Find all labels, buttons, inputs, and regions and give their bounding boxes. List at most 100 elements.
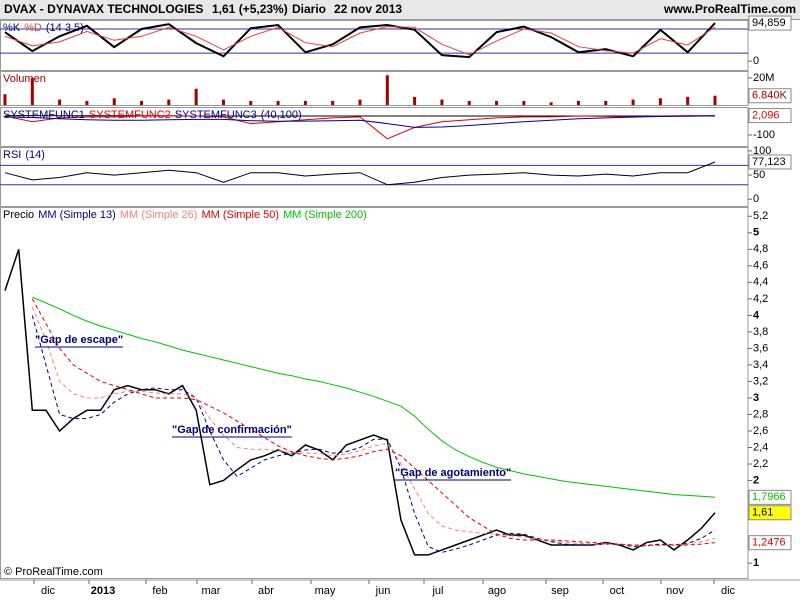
volume-bar (140, 100, 144, 105)
last-value-box (748, 108, 792, 124)
period: Diario (292, 2, 327, 16)
last-value-label: 94,859 (752, 17, 786, 29)
site: www.ProRealTime.com (664, 2, 797, 16)
y-tick-label: 2,6 (753, 425, 768, 437)
y-tick-label: 2,8 (753, 408, 768, 420)
volume-bar (413, 96, 417, 105)
legend-entry: RSI (3, 149, 22, 161)
x-tick-label: jul (431, 585, 443, 597)
x-tick-label: mar (202, 585, 221, 597)
panel-legend: Precio MM (Simple 13) MM (Simple 26) MM (Si… (3, 209, 371, 221)
y-tick-label: 1 (753, 557, 759, 569)
date: 22 nov 2013 (334, 2, 403, 16)
volume-bar (358, 99, 362, 105)
volume-bar (658, 98, 662, 105)
y-tick-label: 5 (753, 227, 759, 239)
y-tick-label: 4,8 (753, 243, 768, 255)
last-value-box (748, 505, 792, 521)
volume-bar (221, 99, 225, 105)
last-value-label: 77,123 (752, 156, 786, 168)
last-value-box (748, 15, 792, 31)
last-value-box (748, 88, 792, 104)
volume-bar (167, 99, 171, 105)
legend-entry: Precio (3, 209, 35, 221)
annotation: "Gap de agotamiento" (395, 467, 511, 479)
x-tick-label: ago (488, 585, 506, 597)
volume-bar (303, 100, 307, 105)
series-line (31, 306, 716, 547)
series-line (31, 315, 716, 553)
legend-entry: Volumen (3, 73, 46, 85)
series-line (32, 296, 716, 498)
last-value-label: 2,096 (752, 109, 780, 121)
volume-bar (549, 102, 553, 105)
volume-bar (495, 100, 499, 105)
volume-bar (112, 98, 116, 105)
volume-bar (440, 99, 444, 105)
last-value-label: 1,7966 (752, 491, 786, 503)
y-tick-label: 0 (753, 193, 759, 205)
x-tick-label: jun (375, 585, 391, 597)
panel-legend: Volumen (3, 73, 50, 85)
legend-entry: MM (Simple 26) (119, 209, 198, 221)
x-tick-label: dic (41, 585, 56, 597)
y-tick-label: 4 (753, 309, 760, 321)
annotation: "Gap de confirmación" (172, 424, 292, 436)
legend-params: (14) (25, 149, 45, 161)
x-tick-label: dic (721, 585, 736, 597)
legend-entry: SYSTEMFUNC1 (3, 109, 85, 121)
series-line (4, 249, 716, 556)
header-bar: DVAX - DYNAVAX TECHNOLOGIES 1,61 (+5,23%… (0, 0, 800, 20)
series-line (4, 161, 716, 186)
footer: © ProRealTime.com (4, 566, 103, 578)
volume-bar (631, 99, 635, 105)
volume-bar (194, 88, 198, 105)
volume-bar (249, 100, 253, 105)
last-value-label: 6.840K (752, 90, 788, 102)
volume-bar (522, 100, 526, 105)
panel-legend: SYSTEMFUNC1 SYSTEMFUNC2 SYSTEMFUNC3 (40,100… (3, 109, 306, 121)
x-tick-label: 2013 (91, 585, 115, 597)
series-line (4, 26, 716, 56)
volume-bar (385, 75, 389, 105)
y-tick-label: 2 (753, 474, 759, 486)
legend-params: (40,100) (260, 109, 302, 121)
volume-bar (331, 100, 335, 105)
legend-entry: MM (Simple 200) (283, 209, 367, 221)
x-tick-label: oct (610, 585, 625, 597)
y-tick-label: 20M (753, 72, 774, 84)
x-tick-label: may (315, 585, 336, 597)
volume-bar (85, 100, 89, 105)
symbol: DVAX - DYNAVAX TECHNOLOGIES (4, 2, 204, 16)
legend-entry: MM (Simple 50) (201, 209, 280, 221)
panel-frame (0, 71, 749, 106)
series-line (31, 298, 716, 546)
y-tick-label: 100 (753, 145, 771, 157)
y-tick-label: 0 (753, 55, 759, 67)
y-tick-label: 4,4 (753, 276, 768, 288)
volume-bar (467, 100, 471, 105)
volume-bar (58, 99, 62, 105)
legend-entry: MM (Simple 13) (38, 209, 116, 221)
last-value-label: 1,61 (752, 507, 773, 519)
y-tick-label: 2,4 (753, 441, 768, 453)
x-tick-label: abr (258, 585, 274, 597)
x-tick-label: feb (152, 585, 167, 597)
volume-bar (30, 77, 34, 105)
panel-legend: %K %D (14 3 5) (3, 22, 88, 34)
series-line (4, 115, 716, 128)
panel-legend: RSI (14) (3, 149, 49, 161)
volume-bar (576, 100, 580, 105)
quote: 1,61 (+5,23%) (212, 2, 288, 16)
volume-bar (3, 94, 7, 105)
legend-entry: %D (24, 22, 42, 34)
last-value-box (748, 535, 792, 551)
legend-entry: %K (3, 22, 21, 34)
volume-bar (713, 95, 717, 105)
last-value-label: 1,2476 (752, 537, 786, 549)
last-value-box (748, 154, 792, 170)
legend-entry: SYSTEMFUNC3 (174, 109, 257, 121)
annotation: "Gap de escape" (35, 334, 123, 346)
y-tick-label: 3,2 (753, 375, 768, 387)
